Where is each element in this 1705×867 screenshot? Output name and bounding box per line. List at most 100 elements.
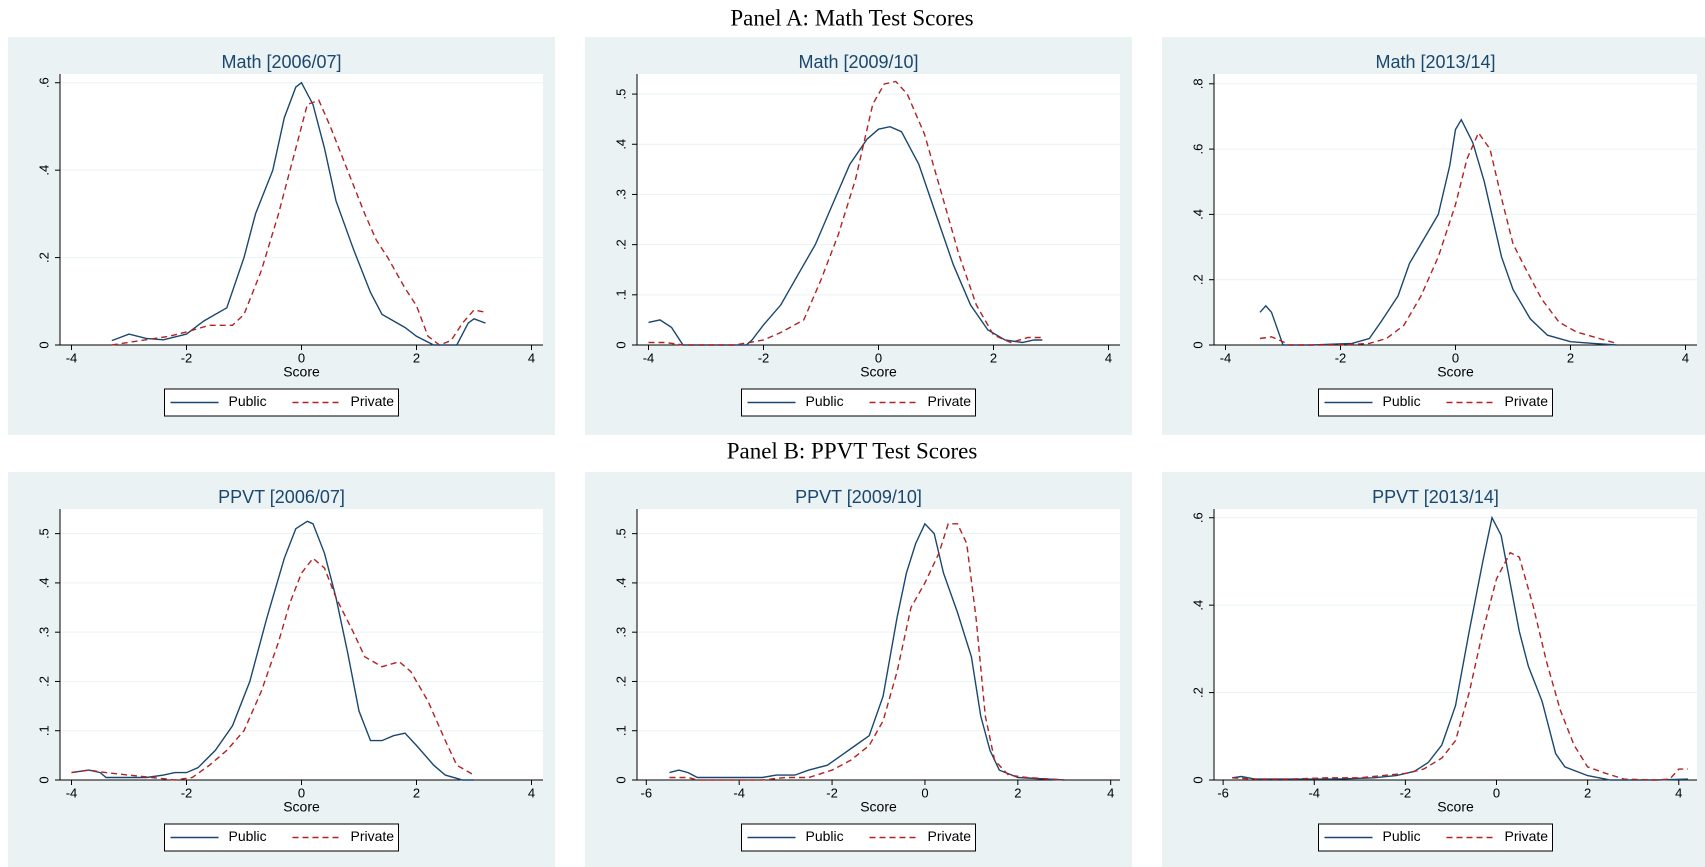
density-line — [111, 99, 486, 346]
plot-area — [60, 509, 543, 780]
x-tick-label: -2 — [758, 350, 770, 365]
chart-title: PPVT [2006/07] — [218, 487, 345, 507]
x-tick-label: 2 — [1567, 350, 1574, 365]
chart-panel: PPVT [2009/10] 0 .1 .2 .3 .4 .5 -6 -4 -2 0 2 4 Score P… — [585, 472, 1132, 867]
y-tick-label: .2 — [36, 252, 51, 263]
density-line — [71, 557, 475, 781]
density-line — [669, 523, 1065, 781]
legend-label: Private — [928, 393, 972, 409]
x-tick-label: 2 — [1014, 785, 1021, 800]
legend-label: Private — [1505, 393, 1549, 409]
x-axis-label: Score — [283, 799, 320, 815]
x-tick-label: 4 — [1682, 350, 1689, 365]
x-tick-label: -2 — [826, 785, 838, 800]
x-tick-label: 4 — [1107, 785, 1114, 800]
plot-area — [1214, 74, 1697, 345]
x-tick-label: -2 — [181, 785, 193, 800]
density-line — [1259, 131, 1617, 346]
y-tick-label: 0 — [1190, 776, 1205, 783]
x-tick-label: -4 — [1308, 785, 1320, 800]
x-tick-label: -2 — [1335, 350, 1347, 365]
plot-area — [637, 74, 1120, 345]
x-tick-label: 0 — [921, 785, 928, 800]
y-tick-label: .6 — [36, 77, 51, 88]
chart-title: PPVT [2009/10] — [795, 487, 922, 507]
y-tick-label: .4 — [36, 165, 51, 176]
y-tick-label: .2 — [613, 239, 628, 250]
y-tick-label: .3 — [36, 627, 51, 638]
y-tick-label: .2 — [1190, 274, 1205, 285]
legend-box — [164, 823, 399, 852]
y-tick-label: .6 — [1190, 144, 1205, 155]
density-line — [648, 80, 1043, 346]
x-tick-label: 0 — [298, 350, 305, 365]
x-tick-label: 0 — [1452, 350, 1459, 365]
y-tick-label: .1 — [36, 725, 51, 736]
chart-panel: Math [2006/07] 0 .2 .4 .6 -4 -2 0 2 4 Score Public P… — [8, 37, 555, 435]
y-tick-label: .6 — [1190, 512, 1205, 523]
y-tick-label: 0 — [613, 776, 628, 783]
y-tick-label: .1 — [613, 725, 628, 736]
x-tick-label: 4 — [1675, 785, 1682, 800]
x-tick-label: -6 — [641, 785, 653, 800]
x-tick-label: 0 — [1493, 785, 1500, 800]
x-tick-label: -2 — [1400, 785, 1412, 800]
x-tick-label: 2 — [990, 350, 997, 365]
x-tick-label: 0 — [298, 785, 305, 800]
legend-label: Public — [806, 393, 844, 409]
x-axis-label: Score — [283, 364, 320, 380]
legend-label: Public — [1383, 828, 1421, 844]
density-line — [1259, 118, 1617, 346]
x-axis-label: Score — [1437, 364, 1474, 380]
chart-panel: Math [2013/14] 0 .2 .4 .6 .8 -4 -2 0 2 4 Score Publi… — [1162, 37, 1705, 435]
y-tick-label: 0 — [613, 341, 628, 348]
y-tick-label: .2 — [1190, 687, 1205, 698]
x-axis-label: Score — [1437, 799, 1474, 815]
density-line — [111, 81, 486, 346]
chart-title: Math [2013/14] — [1375, 52, 1495, 72]
x-tick-label: 2 — [413, 785, 420, 800]
x-tick-label: 4 — [528, 350, 535, 365]
y-tick-label: 0 — [36, 776, 51, 783]
legend-label: Private — [351, 828, 395, 844]
chart-title: Math [2006/07] — [221, 52, 341, 72]
panel-title: Panel A: Math Test Scores — [730, 5, 973, 30]
panel-title: Panel B: PPVT Test Scores — [727, 438, 978, 463]
legend-box — [741, 823, 976, 852]
x-tick-label: 4 — [528, 785, 535, 800]
density-line — [1232, 515, 1688, 781]
density-line — [669, 522, 1065, 781]
y-tick-label: .5 — [36, 528, 51, 539]
plot-area — [637, 509, 1120, 780]
y-tick-label: .4 — [36, 577, 51, 588]
y-tick-label: .1 — [613, 289, 628, 300]
x-tick-label: -4 — [643, 350, 655, 365]
chart-title: PPVT [2013/14] — [1372, 487, 1499, 507]
y-tick-label: 0 — [1190, 341, 1205, 348]
plot-area — [60, 74, 543, 345]
y-tick-label: .4 — [613, 577, 628, 588]
plot-area — [1214, 509, 1697, 780]
legend-label: Private — [1505, 828, 1549, 844]
legend-label: Public — [229, 828, 267, 844]
y-tick-label: 0 — [36, 341, 51, 348]
x-tick-label: -4 — [66, 350, 78, 365]
chart-panel: PPVT [2006/07] 0 .1 .2 .3 .4 .5 -4 -2 0 2 4 Score Pub… — [8, 472, 555, 867]
legend-label: Private — [351, 393, 395, 409]
y-tick-label: .5 — [613, 528, 628, 539]
y-tick-label: .5 — [613, 89, 628, 100]
x-tick-label: -4 — [733, 785, 745, 800]
legend-label: Public — [806, 828, 844, 844]
chart-panel: Math [2009/10] 0 .1 .2 .3 .4 .5 -4 -2 0 2 4 Score Pub… — [585, 37, 1132, 435]
x-tick-label: -6 — [1217, 785, 1229, 800]
x-tick-label: 0 — [875, 350, 882, 365]
y-tick-label: .2 — [36, 676, 51, 687]
chart-title: Math [2009/10] — [798, 52, 918, 72]
x-tick-label: 2 — [413, 350, 420, 365]
y-tick-label: .3 — [613, 189, 628, 200]
legend-label: Public — [1383, 393, 1421, 409]
x-axis-label: Score — [860, 364, 897, 380]
x-axis-label: Score — [860, 799, 897, 815]
x-tick-label: 2 — [1584, 785, 1591, 800]
